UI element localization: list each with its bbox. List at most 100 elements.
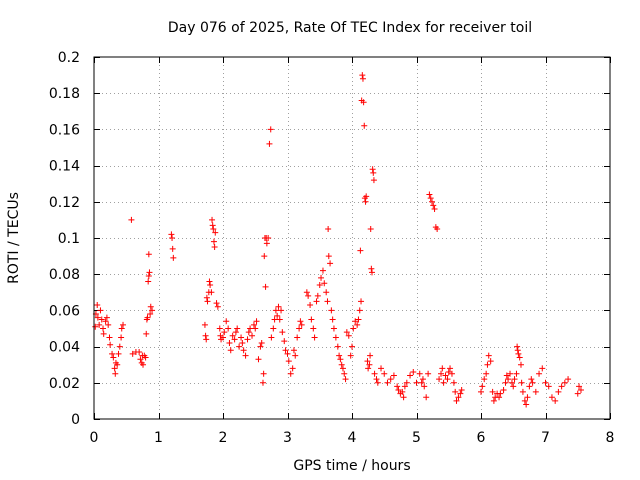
data-point — [144, 314, 151, 321]
data-point — [426, 191, 433, 198]
data-point — [370, 169, 377, 176]
data-point — [455, 394, 462, 401]
data-point — [305, 292, 312, 299]
data-point — [203, 294, 210, 301]
data-point — [259, 379, 266, 386]
data-point — [227, 347, 234, 354]
data-point — [209, 216, 216, 223]
data-point — [367, 225, 374, 232]
data-point — [297, 318, 304, 325]
data-point — [210, 238, 217, 245]
y-tick-label: 0.16 — [49, 122, 80, 138]
data-point — [365, 365, 372, 372]
data-point — [263, 240, 270, 247]
data-point — [321, 280, 328, 287]
data-point — [310, 325, 317, 332]
data-point — [407, 372, 414, 379]
y-tick-label: 0.12 — [49, 195, 80, 211]
data-point — [438, 370, 445, 377]
x-tick-label: 6 — [477, 430, 486, 446]
data-point — [100, 330, 107, 337]
data-point — [403, 379, 410, 386]
data-point — [116, 343, 123, 350]
data-point — [267, 126, 274, 133]
data-point — [128, 216, 135, 223]
data-point — [324, 298, 331, 305]
data-point — [516, 354, 523, 361]
data-point — [378, 365, 385, 372]
data-point — [339, 365, 346, 372]
data-point — [503, 372, 510, 379]
data-point — [524, 394, 531, 401]
data-point — [146, 269, 153, 276]
x-tick-label: 2 — [219, 430, 228, 446]
data-point — [354, 321, 361, 328]
data-point — [523, 401, 530, 408]
data-point — [142, 354, 149, 361]
data-point — [542, 379, 549, 386]
data-point — [368, 265, 375, 272]
data-point — [110, 354, 117, 361]
data-point — [373, 376, 380, 383]
data-point — [514, 347, 521, 354]
data-point — [458, 387, 465, 394]
data-point — [390, 372, 397, 379]
data-point — [513, 370, 520, 377]
y-tick-label: 0.18 — [49, 86, 80, 102]
data-point — [505, 376, 512, 383]
data-point — [255, 356, 262, 363]
data-point — [107, 341, 114, 348]
x-tick-label: 7 — [541, 430, 550, 446]
data-point — [206, 278, 213, 285]
data-point — [489, 388, 496, 395]
data-point — [214, 303, 221, 310]
data-point — [370, 177, 377, 184]
data-point — [169, 235, 176, 241]
data-point — [169, 245, 176, 252]
data-point — [257, 343, 264, 350]
x-tick-label: 4 — [348, 430, 357, 446]
data-point — [519, 388, 526, 395]
data-point — [212, 229, 219, 236]
data-point — [275, 303, 282, 310]
data-point — [285, 358, 292, 365]
data-point — [367, 352, 374, 359]
data-point — [450, 379, 457, 386]
data-point — [327, 260, 334, 267]
data-point — [487, 358, 494, 365]
data-point — [168, 231, 175, 238]
data-point — [511, 376, 518, 383]
plot-frame — [93, 56, 611, 420]
data-point — [287, 370, 294, 377]
data-point — [350, 325, 357, 332]
data-point — [210, 225, 217, 232]
data-point — [232, 329, 239, 336]
data-point — [517, 361, 524, 368]
data-point — [539, 365, 546, 372]
data-point — [140, 361, 147, 368]
x-tick-label: 5 — [412, 430, 421, 446]
data-point — [545, 383, 552, 390]
data-point — [338, 361, 345, 368]
data-point — [444, 376, 451, 383]
data-point — [109, 350, 116, 357]
x-tick-label: 8 — [606, 430, 615, 446]
data-point — [221, 329, 228, 336]
data-point — [102, 318, 109, 325]
data-point — [115, 350, 122, 357]
data-point — [394, 383, 401, 390]
data-point — [97, 307, 104, 314]
data-point — [220, 334, 226, 341]
data-point — [341, 370, 348, 377]
data-point — [234, 325, 241, 332]
data-point — [490, 397, 497, 404]
data-point — [430, 202, 437, 209]
data-point — [240, 347, 247, 354]
data-point — [555, 388, 562, 395]
data-point — [120, 321, 127, 328]
data-point — [453, 397, 460, 404]
data-point — [374, 379, 381, 386]
data-point — [268, 334, 275, 341]
data-point — [292, 352, 299, 359]
data-point — [529, 379, 536, 386]
